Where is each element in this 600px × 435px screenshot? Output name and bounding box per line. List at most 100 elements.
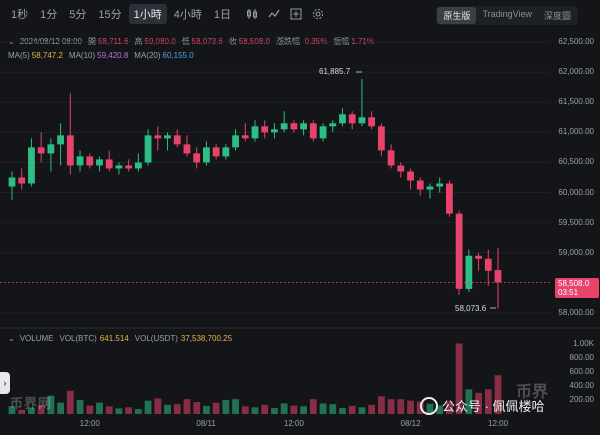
candle-body[interactable] <box>416 180 424 190</box>
candle-body[interactable] <box>251 126 259 139</box>
chart-type-icon[interactable] <box>244 6 260 22</box>
volume-bar <box>348 405 356 414</box>
volume-bar <box>300 406 308 414</box>
timeframe-1d[interactable]: 1日 <box>213 9 231 21</box>
candle-body[interactable] <box>76 156 84 166</box>
candle-body[interactable] <box>154 135 162 139</box>
candle-body[interactable] <box>212 147 220 157</box>
volume-bar <box>86 405 94 414</box>
volume-collapse-chevron-icon[interactable]: ⌄ <box>8 334 15 343</box>
side-panel-handle[interactable]: › <box>0 372 10 394</box>
candle-body[interactable] <box>57 135 65 145</box>
indicator-icon[interactable] <box>266 6 282 22</box>
volume-bar <box>436 405 444 414</box>
price-tick-label: 61,000.00 <box>558 127 594 137</box>
vol-usdt-label: VOL(USDT) <box>134 334 178 343</box>
view-depth[interactable]: 深度圖 <box>543 11 571 21</box>
candle-body[interactable] <box>18 177 26 184</box>
volume-tick-label: 600.00 <box>569 366 594 376</box>
timeframe-15m[interactable]: 15分 <box>98 9 122 21</box>
candle-body[interactable] <box>465 255 473 289</box>
candle-body[interactable] <box>329 123 337 127</box>
candle-body[interactable] <box>8 177 16 187</box>
timeframe-4h[interactable]: 4小時 <box>173 9 202 21</box>
volume-bar <box>232 399 239 414</box>
candle-body[interactable] <box>96 159 103 166</box>
candle-body[interactable] <box>387 150 395 166</box>
timeframe-1s[interactable]: 1秒 <box>11 9 29 21</box>
candle-body[interactable] <box>37 147 45 154</box>
candle-body[interactable] <box>183 144 191 154</box>
candle-body[interactable] <box>426 186 434 190</box>
candle-body[interactable] <box>358 117 366 124</box>
collapse-chevron-icon[interactable]: ⌄ <box>8 37 15 46</box>
crosshair-icon[interactable] <box>288 6 304 22</box>
candle-body[interactable] <box>300 123 308 130</box>
volume-bar <box>222 399 230 414</box>
candle-datetime: 2024/08/12 08:00 <box>19 37 82 46</box>
candle-body[interactable] <box>232 135 239 148</box>
amplitude-label: 振幅 <box>333 37 350 46</box>
volume-bar <box>134 409 142 414</box>
candle-body[interactable] <box>86 156 94 166</box>
candle-body[interactable] <box>261 126 269 133</box>
candle-body[interactable] <box>222 147 230 157</box>
high-label: 高 <box>134 37 143 46</box>
volume-bar <box>358 407 366 414</box>
volume-tick-label: 200.00 <box>569 394 594 404</box>
candle-body[interactable] <box>436 183 444 187</box>
candle-body[interactable] <box>397 165 405 172</box>
candle-body[interactable] <box>173 135 181 145</box>
settings-icon[interactable] <box>310 6 326 22</box>
candle-body[interactable] <box>368 117 376 127</box>
ma5-value: 58,747.2 <box>31 51 63 60</box>
candle-body[interactable] <box>280 123 288 130</box>
candle-body[interactable] <box>475 255 482 259</box>
candle-body[interactable] <box>494 270 502 283</box>
low-annotation: 58,073.6 <box>455 304 487 313</box>
view-tradingview[interactable]: TradingView <box>482 9 532 19</box>
low-value: 58,073.6 <box>191 37 223 46</box>
candle-body[interactable] <box>105 159 113 169</box>
candle-body[interactable] <box>241 135 249 139</box>
candle-body[interactable] <box>290 123 298 130</box>
candle-body[interactable] <box>164 135 171 139</box>
timeframe-1m[interactable]: 1分 <box>40 9 58 21</box>
high-value: 59,080.0 <box>144 37 176 46</box>
volume-bar <box>18 409 26 414</box>
ma10-label: MA(10) <box>68 51 96 60</box>
high-annotation: 61,885.7 <box>319 67 351 76</box>
timeframe-1h[interactable]: 1小時 <box>128 4 167 24</box>
volume-bar <box>445 401 453 414</box>
candle-body[interactable] <box>455 213 463 289</box>
candle-body[interactable] <box>271 129 278 133</box>
open-label: 開 <box>87 37 96 46</box>
candle-body[interactable] <box>348 114 356 124</box>
volume-bar <box>465 389 473 414</box>
candle-body[interactable] <box>339 114 346 124</box>
candle-body[interactable] <box>125 165 133 169</box>
volume-bar <box>125 407 133 414</box>
candle-body[interactable] <box>134 162 142 169</box>
candle-body[interactable] <box>115 165 123 169</box>
candle-body[interactable] <box>407 171 414 181</box>
candle-body[interactable] <box>66 135 74 166</box>
close-value: 58,508.0 <box>238 37 270 46</box>
candle-body[interactable] <box>484 258 492 271</box>
timeframe-5m[interactable]: 5分 <box>69 9 87 21</box>
candle-body[interactable] <box>309 123 317 139</box>
candle-body[interactable] <box>445 183 453 214</box>
candle-body[interactable] <box>377 126 385 151</box>
candle-body[interactable] <box>202 147 210 163</box>
candle-body[interactable] <box>28 147 35 184</box>
volume-bar <box>173 404 181 414</box>
candle-body[interactable] <box>193 153 201 163</box>
candle-body[interactable] <box>319 126 327 139</box>
candle-body[interactable] <box>47 144 55 154</box>
volume-bar <box>47 395 55 414</box>
volume-bar <box>329 404 337 414</box>
view-native[interactable]: 原生版 <box>437 7 477 24</box>
volume-label: VOLUME <box>19 334 54 343</box>
candle-body[interactable] <box>144 135 152 163</box>
